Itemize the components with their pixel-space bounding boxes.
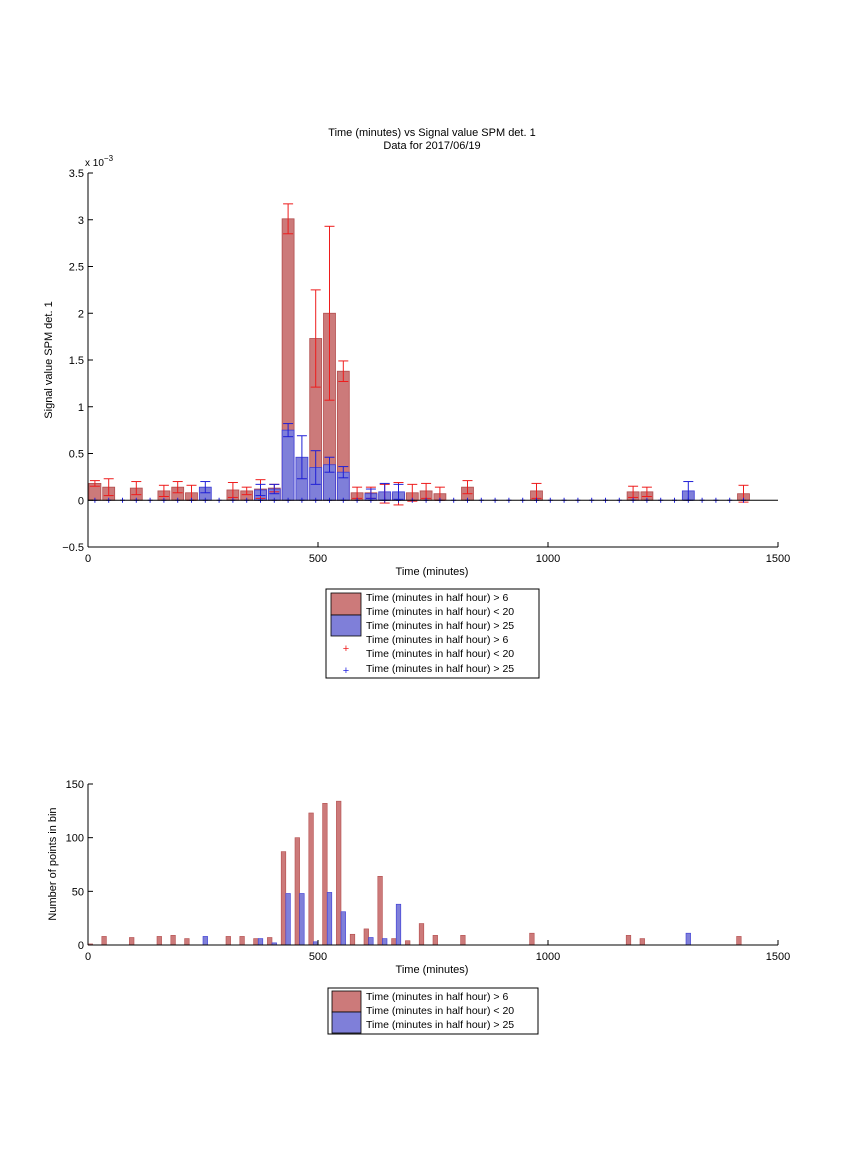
count-legend: Time (minutes in half hour) > 6 Time (mi… [327,987,539,1035]
y-tick-label-count: 100 [66,833,84,845]
count-bar-red [308,812,314,946]
chart-title: Time (minutes) vs Signal value SPM det. … [328,127,535,139]
count-bar-blue [299,893,305,946]
count-bar-blue [202,936,208,946]
y-tick-label: −0.5 [62,542,84,554]
count-bar-red [280,851,287,946]
legend-box-count [327,987,539,1035]
count-bar-red [322,803,328,946]
x-tick-label-count: 1000 [536,951,560,963]
count-bar-red [184,938,190,946]
y-tick-label-count: 0 [78,940,84,952]
x-tick-label-count: 500 [309,951,327,963]
count-bar-red [101,936,107,946]
count-bar-blue [685,932,691,946]
count-bar-red [267,937,273,946]
bar-blue [281,429,295,501]
count-bar-red [529,932,535,946]
y-tick-label: 3.5 [69,168,84,180]
legend-item-count-2: Time (minutes in half hour) < 20 [366,1005,514,1017]
y-tick-label: 3 [78,215,84,227]
y-exponent-label: x 10−3 [85,154,114,169]
count-bar-red [156,936,162,946]
signal-plot-area: −0.500.511.522.533.50 500 1000 1500 [62,168,790,565]
count-bar-red [349,933,356,946]
legend-item-5: Time (minutes in half hour) < 20 [366,648,514,660]
y-tick-label: 1.5 [69,355,84,367]
count-bar-blue [382,938,388,946]
count-bar-red [625,935,632,946]
count-bar-blue [368,937,374,946]
x-tick-label-count: 0 [85,951,91,963]
legend-item-1: Time (minutes in half hour) > 6 [366,592,508,604]
x-axis-label-count: Time (minutes) [396,964,469,976]
legend-swatch-blue-bar [330,614,362,637]
legend-item-count-1: Time (minutes in half hour) > 6 [366,991,508,1003]
legend-swatch-red-bar-count [331,990,362,1013]
chart-subtitle: Data for 2017/06/19 [383,140,480,152]
count-bar-red [418,923,425,946]
x-tick-label-count: 1500 [766,951,790,963]
count-bar-red [253,938,259,946]
count-bar-red [170,935,176,946]
legend-box [325,588,540,679]
count-bar-blue [326,892,333,946]
y-tick-label: 1 [78,402,84,414]
y-tick-label: 2 [78,308,84,320]
y-tick-label: 0 [78,495,84,507]
count-bar-red [336,800,342,946]
count-bar-blue [257,938,264,946]
count-bar-red [736,936,742,946]
count-bar-red [225,936,231,946]
y-exponent-base: x 10 [85,158,104,169]
x-axis-label: Time (minutes) [396,566,469,578]
y-axis-label: Signal value SPM det. 1 [43,301,55,418]
y-tick-label-count: 50 [72,886,84,898]
count-bar-red [639,938,645,946]
count-bar-red [405,940,411,946]
y-tick-label: 0.5 [69,449,84,461]
legend-item-3: Time (minutes in half hour) > 25 [366,620,514,632]
count-bar-blue [395,903,402,946]
x-tick-label: 500 [309,553,327,565]
signal-chart: Time (minutes) vs Signal value SPM det. … [43,127,790,679]
legend-marker-red-plus: + [343,643,349,655]
x-tick-label: 1000 [536,553,560,565]
count-bar-blue [340,911,346,946]
y-exponent-power: −3 [104,154,114,163]
count-bar-red [377,876,383,946]
legend-item-6: Time (minutes in half hour) > 25 [366,663,514,675]
x-tick-label: 0 [85,553,91,565]
count-bar-red [460,935,466,946]
count-bar-red [239,936,245,946]
y-axis-label-count: Number of points in bin [47,807,59,920]
legend-item-count-3: Time (minutes in half hour) > 25 [366,1019,514,1031]
count-bar-red [363,928,369,946]
y-tick-label-count: 150 [66,779,84,791]
legend-swatch-red-bar [330,592,362,616]
count-bar-blue [285,893,291,946]
count-bar-red [432,935,438,946]
legend-item-2: Time (minutes in half hour) < 20 [366,606,514,618]
count-bar-red [129,937,135,946]
x-tick-label: 1500 [766,553,790,565]
count-bar-red [294,837,300,946]
legend-marker-blue-plus: + [343,665,349,677]
legend-item-4: Time (minutes in half hour) > 6 [366,634,508,646]
y-tick-label: 2.5 [69,262,84,274]
signal-legend: Time (minutes in half hour) > 6 Time (mi… [325,588,540,679]
legend-swatch-blue-bar-count [331,1011,362,1034]
count-bar-red [391,938,397,946]
